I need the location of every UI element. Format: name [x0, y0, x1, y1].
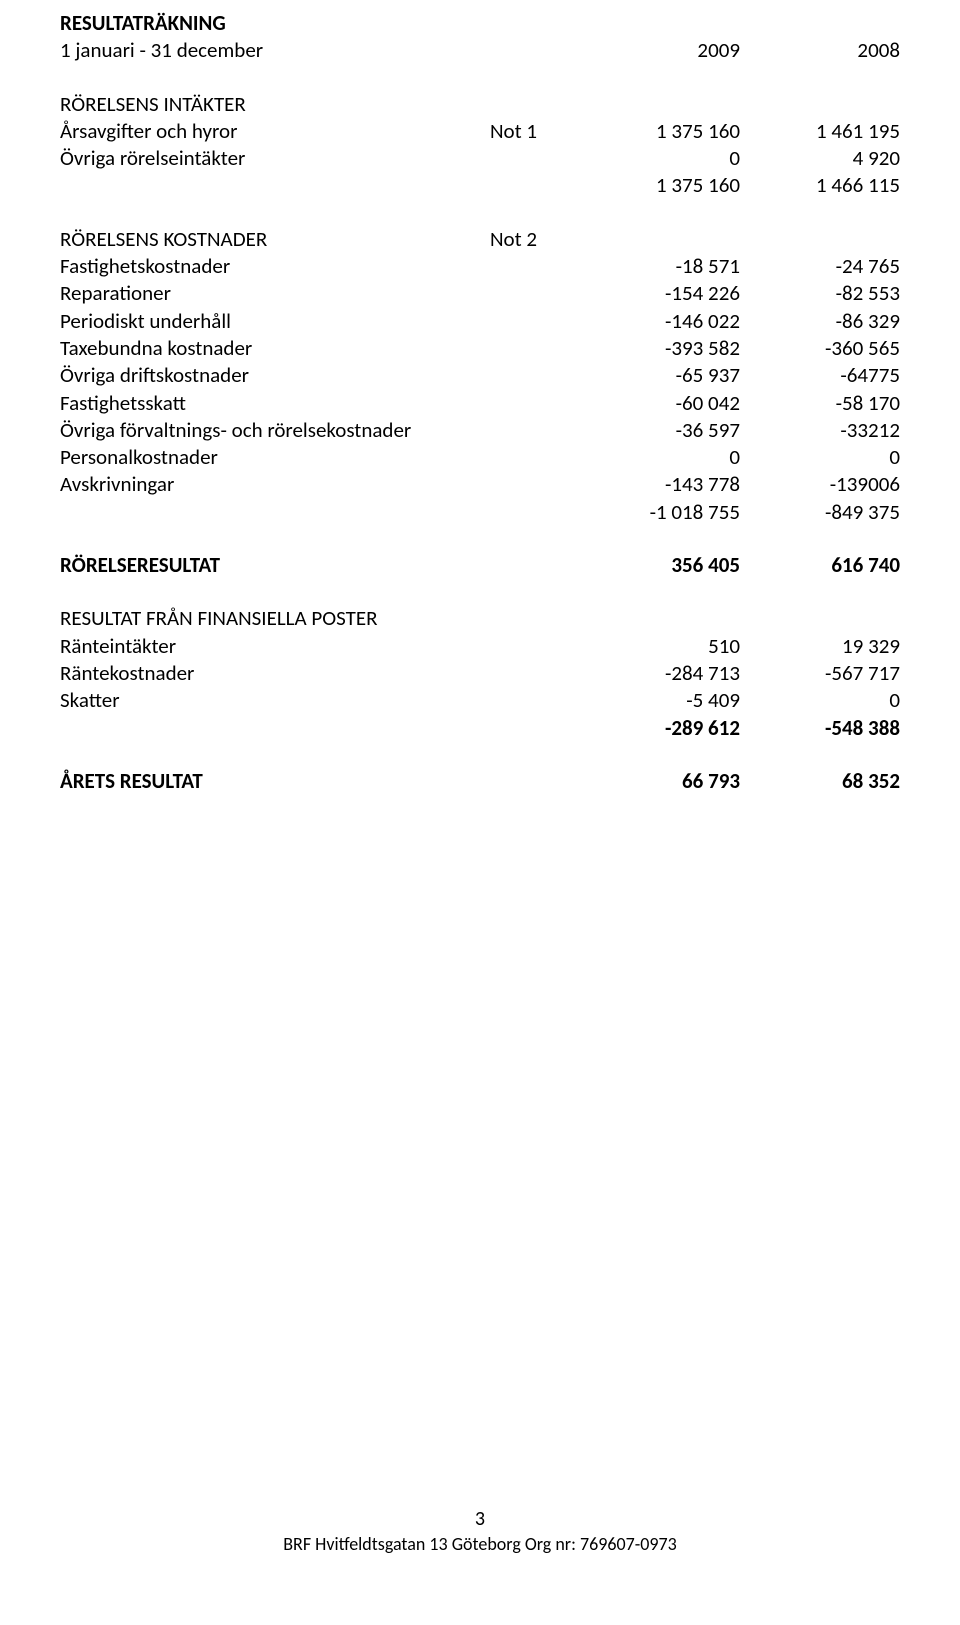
title-row: RESULTATRÄKNING	[60, 10, 900, 37]
rorelseresultat-2009: 356 405	[580, 552, 740, 579]
kostnader-sum-2008: -849 375	[740, 499, 900, 526]
periodiskt-2008: -86 329	[740, 308, 900, 335]
ovriga-rorelse-row: Övriga rörelseintäkter 0 4 920	[60, 145, 900, 172]
rorelseresultat-label: RÖRELSERESULTAT	[60, 552, 490, 579]
rantekostnader-label: Räntekostnader	[60, 660, 490, 687]
finans-header-row: RESULTAT FRÅN FINANSIELLA POSTER	[60, 605, 900, 632]
personal-2008: 0	[740, 444, 900, 471]
skatter-2008: 0	[740, 687, 900, 714]
footer-org: BRF Hvitfeldtsgatan 13 Göteborg Org nr: …	[0, 1533, 960, 1555]
avskrivningar-label: Avskrivningar	[60, 471, 490, 498]
intakter-sum-row: 1 375 160 1 466 115	[60, 172, 900, 199]
intakter-sum-2008: 1 466 115	[740, 172, 900, 199]
personal-2009: 0	[580, 444, 740, 471]
aretsresultat-label: ÅRETS RESULTAT	[60, 768, 490, 795]
fastighetsskatt-2008: -58 170	[740, 390, 900, 417]
avskrivningar-row: Avskrivningar -143 778 -139006	[60, 471, 900, 498]
ovriga-drift-row: Övriga driftskostnader -65 937 -64775	[60, 362, 900, 389]
year-2009: 2009	[580, 37, 740, 64]
kostnader-sum-row: -1 018 755 -849 375	[60, 499, 900, 526]
ovriga-drift-label: Övriga driftskostnader	[60, 362, 490, 389]
period-row: 1 januari - 31 december 2009 2008	[60, 37, 900, 64]
rantekostnader-2008: -567 717	[740, 660, 900, 687]
taxebundna-2008: -360 565	[740, 335, 900, 362]
finans-sum-2008: -548 388	[740, 715, 900, 742]
arsavgifter-note: Not 1	[490, 118, 580, 145]
fastighetsskatt-2009: -60 042	[580, 390, 740, 417]
arsavgifter-row: Årsavgifter och hyror Not 1 1 375 160 1 …	[60, 118, 900, 145]
finans-header: RESULTAT FRÅN FINANSIELLA POSTER	[60, 605, 490, 632]
rantekostnader-2009: -284 713	[580, 660, 740, 687]
ranteintakter-2008: 19 329	[740, 633, 900, 660]
finans-sum-row: -289 612 -548 388	[60, 715, 900, 742]
finans-sum-2009: -289 612	[580, 715, 740, 742]
rorelseresultat-2008: 616 740	[740, 552, 900, 579]
intakter-header-row: RÖRELSENS INTÄKTER	[60, 91, 900, 118]
skatter-2009: -5 409	[580, 687, 740, 714]
skatter-row: Skatter -5 409 0	[60, 687, 900, 714]
page-footer: 3 BRF Hvitfeldtsgatan 13 Göteborg Org nr…	[0, 1507, 960, 1555]
personal-row: Personalkostnader 0 0	[60, 444, 900, 471]
aretsresultat-row: ÅRETS RESULTAT 66 793 68 352	[60, 768, 900, 795]
aretsresultat-2008: 68 352	[740, 768, 900, 795]
periodiskt-2009: -146 022	[580, 308, 740, 335]
page-number: 3	[0, 1507, 960, 1531]
ovriga-rorelse-2008: 4 920	[740, 145, 900, 172]
kostnader-sum-2009: -1 018 755	[580, 499, 740, 526]
arsavgifter-label: Årsavgifter och hyror	[60, 118, 490, 145]
avskrivningar-2009: -143 778	[580, 471, 740, 498]
intakter-sum-2009: 1 375 160	[580, 172, 740, 199]
ovriga-forv-label: Övriga förvaltnings- och rörelsekostnade…	[60, 417, 490, 444]
taxebundna-label: Taxebundna kostnader	[60, 335, 490, 362]
year-2008: 2008	[740, 37, 900, 64]
ranteintakter-row: Ränteintäkter 510 19 329	[60, 633, 900, 660]
ovriga-forv-row: Övriga förvaltnings- och rörelsekostnade…	[60, 417, 900, 444]
ovriga-forv-2008: -33212	[740, 417, 900, 444]
reparationer-2009: -154 226	[580, 280, 740, 307]
page-title: RESULTATRÄKNING	[60, 10, 490, 37]
kostnader-note: Not 2	[490, 226, 580, 253]
taxebundna-2009: -393 582	[580, 335, 740, 362]
ovriga-drift-2009: -65 937	[580, 362, 740, 389]
ovriga-rorelse-label: Övriga rörelseintäkter	[60, 145, 490, 172]
fastighetsskatt-row: Fastighetsskatt -60 042 -58 170	[60, 390, 900, 417]
taxebundna-row: Taxebundna kostnader -393 582 -360 565	[60, 335, 900, 362]
periodiskt-label: Periodiskt underhåll	[60, 308, 490, 335]
fastighetskostnader-2009: -18 571	[580, 253, 740, 280]
fastighetskostnader-2008: -24 765	[740, 253, 900, 280]
fastighetsskatt-label: Fastighetsskatt	[60, 390, 490, 417]
fastighetskostnader-label: Fastighetskostnader	[60, 253, 490, 280]
note-spacer	[490, 37, 580, 64]
personal-label: Personalkostnader	[60, 444, 490, 471]
periodiskt-row: Periodiskt underhåll -146 022 -86 329	[60, 308, 900, 335]
ovriga-rorelse-2009: 0	[580, 145, 740, 172]
rantekostnader-row: Räntekostnader -284 713 -567 717	[60, 660, 900, 687]
arsavgifter-2008: 1 461 195	[740, 118, 900, 145]
fastighetskostnader-row: Fastighetskostnader -18 571 -24 765	[60, 253, 900, 280]
ovriga-drift-2008: -64775	[740, 362, 900, 389]
ovriga-forv-2009: -36 597	[580, 417, 740, 444]
reparationer-label: Reparationer	[60, 280, 490, 307]
ranteintakter-label: Ränteintäkter	[60, 633, 490, 660]
kostnader-header-row: RÖRELSENS KOSTNADER Not 2	[60, 226, 900, 253]
period-label: 1 januari - 31 december	[60, 37, 490, 64]
rorelseresultat-row: RÖRELSERESULTAT 356 405 616 740	[60, 552, 900, 579]
ranteintakter-2009: 510	[580, 633, 740, 660]
aretsresultat-2009: 66 793	[580, 768, 740, 795]
skatter-label: Skatter	[60, 687, 490, 714]
reparationer-2008: -82 553	[740, 280, 900, 307]
intakter-header: RÖRELSENS INTÄKTER	[60, 91, 490, 118]
arsavgifter-2009: 1 375 160	[580, 118, 740, 145]
reparationer-row: Reparationer -154 226 -82 553	[60, 280, 900, 307]
avskrivningar-2008: -139006	[740, 471, 900, 498]
kostnader-header: RÖRELSENS KOSTNADER	[60, 226, 490, 253]
